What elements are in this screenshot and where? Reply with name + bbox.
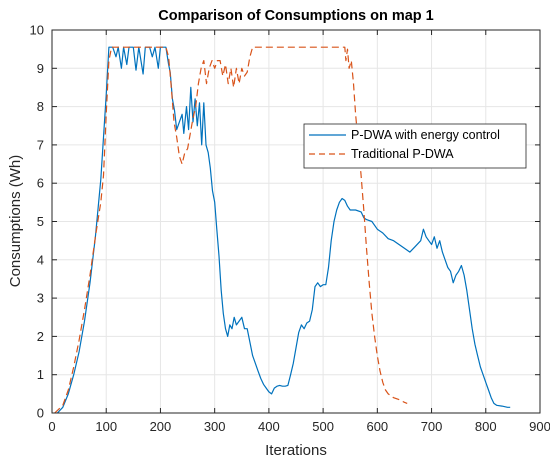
y-axis-label: Consumptions (Wh) — [7, 155, 24, 288]
y-tick-label: 10 — [30, 23, 44, 38]
y-tick-label: 5 — [37, 214, 44, 229]
y-tick-label: 6 — [37, 176, 44, 191]
y-tick-label: 4 — [37, 252, 44, 267]
chart-title: Comparison of Consumptions on map 1 — [158, 8, 434, 24]
axis-ticks: 0 100 200 300 400 500 600 700 800 900 0 1 2 3 4 5 6 7 8 9 10 — [30, 23, 550, 435]
x-tick-label: 400 — [258, 419, 280, 434]
y-tick-label: 9 — [37, 61, 44, 76]
y-tick-label: 7 — [37, 137, 44, 152]
legend-entry-p-dwa-energy: P-DWA with energy control — [351, 128, 500, 142]
series-lines — [54, 46, 511, 414]
y-tick-label: 1 — [37, 367, 44, 382]
y-tick-label: 3 — [37, 291, 44, 306]
x-tick-label: 200 — [150, 419, 172, 434]
y-tick-label: 8 — [37, 99, 44, 114]
series-line-1 — [54, 46, 408, 414]
x-tick-label: 900 — [529, 419, 550, 434]
x-tick-label: 300 — [204, 419, 226, 434]
y-tick-label: 0 — [37, 406, 44, 421]
y-tick-label: 2 — [37, 329, 44, 344]
x-tick-label: 800 — [475, 419, 497, 434]
x-tick-label: 100 — [95, 419, 117, 434]
legend-entry-traditional: Traditional P-DWA — [351, 147, 454, 161]
x-tick-label: 500 — [312, 419, 334, 434]
x-axis-label: Iterations — [265, 442, 327, 459]
x-tick-label: 700 — [421, 419, 443, 434]
legend-box — [303, 123, 527, 169]
series-line-0 — [56, 46, 511, 414]
legend: P-DWA with energy control Traditional P-… — [303, 123, 527, 169]
x-tick-label: 600 — [366, 419, 388, 434]
x-tick-label: 0 — [48, 419, 55, 434]
